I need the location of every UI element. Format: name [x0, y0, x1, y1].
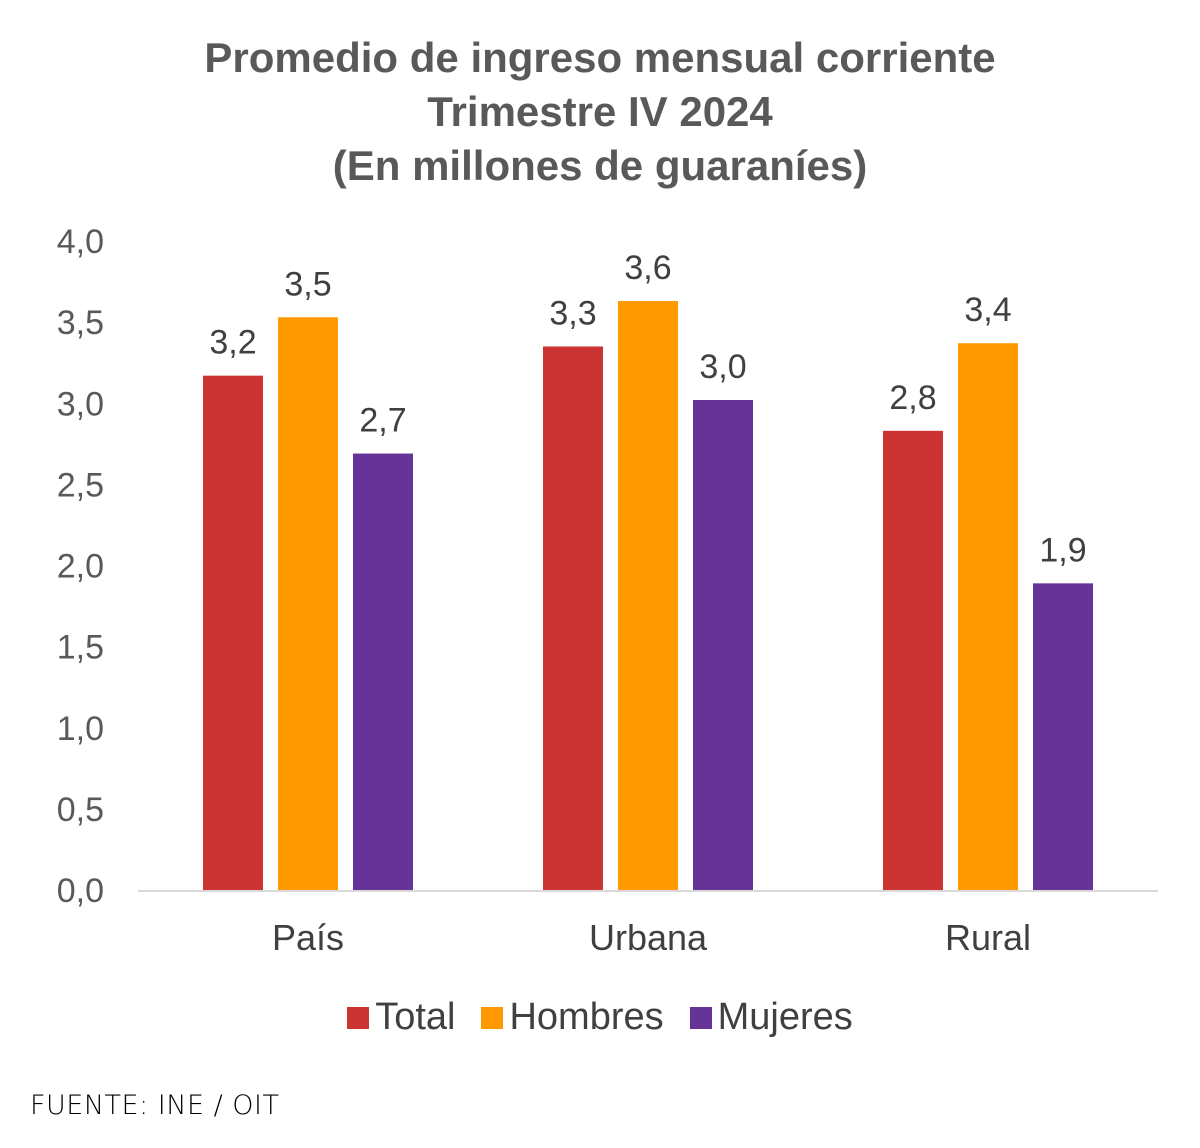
data-label: 2,7 — [359, 402, 406, 440]
data-label: 1,9 — [1039, 531, 1086, 569]
legend-label-total: Total — [375, 996, 456, 1038]
legend-swatch-mujeres — [689, 1006, 712, 1029]
y-tick-label: 0,0 — [57, 872, 104, 910]
bar-total-2 — [883, 430, 943, 890]
bar-hombres-0 — [278, 317, 338, 890]
data-label: 2,8 — [889, 379, 936, 417]
data-label: 3,5 — [284, 265, 331, 303]
y-tick-label: 2,5 — [57, 466, 104, 504]
bar-mujeres-1 — [693, 400, 753, 890]
x-category-label: País — [272, 917, 344, 958]
y-tick-label: 2,0 — [57, 548, 104, 586]
y-tick-label: 3,0 — [57, 385, 104, 423]
legend-label-mujeres: Mujeres — [717, 996, 853, 1038]
chart-title-line-3: (En millones de guaraníes) — [332, 142, 868, 189]
y-tick-label: 4,0 — [57, 223, 104, 261]
bar-chart: 0,0 0,5 1,0 1,5 2,0 2,5 3,0 3,5 4,0 3,2 3,5 2,7 País… — [57, 223, 1158, 958]
data-label: 3,6 — [624, 249, 671, 287]
chart-title-line-2: Trimestre IV 2024 — [427, 88, 773, 135]
data-label: 3,3 — [549, 294, 596, 332]
data-label: 3,2 — [209, 324, 256, 362]
chart-title-line-1: Promedio de ingreso mensual corriente — [204, 34, 996, 81]
legend-swatch-hombres — [481, 1006, 504, 1029]
y-tick-label: 3,5 — [57, 304, 104, 342]
legend: Total Hombres Mujeres — [0, 996, 1200, 1039]
legend-item-total: Total — [347, 996, 455, 1039]
y-tick-label: 1,0 — [57, 710, 104, 748]
legend-swatch-total — [347, 1006, 370, 1029]
bar-mujeres-0 — [353, 453, 413, 890]
legend-item-hombres: Hombres — [481, 996, 664, 1039]
x-category-label: Rural — [945, 917, 1031, 958]
y-tick-label: 0,5 — [57, 791, 104, 829]
bar-mujeres-2 — [1033, 583, 1093, 890]
bar-total-0 — [203, 375, 263, 891]
bar-total-1 — [543, 346, 603, 890]
bar-hombres-2 — [958, 343, 1018, 890]
y-tick-label: 1,5 — [57, 629, 104, 667]
data-label: 3,0 — [699, 348, 746, 386]
legend-item-mujeres: Mujeres — [689, 996, 853, 1039]
x-category-label: Urbana — [589, 917, 708, 958]
data-label: 3,4 — [964, 291, 1011, 329]
legend-label-hombres: Hombres — [509, 996, 664, 1038]
source-note: FUENTE: INE / OIT — [30, 1090, 280, 1121]
bar-hombres-1 — [618, 301, 678, 891]
